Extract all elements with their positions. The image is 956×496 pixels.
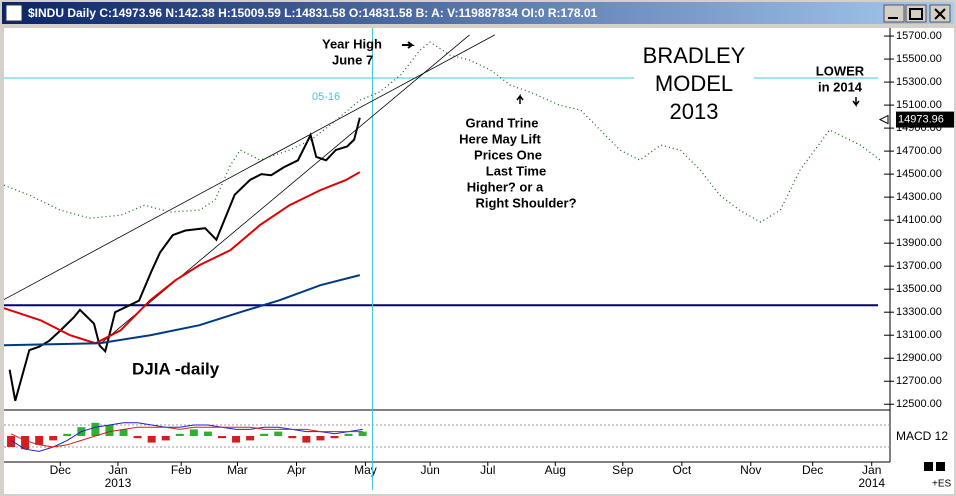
x-tick-label: Dec <box>802 463 823 477</box>
title-bar <box>2 2 954 24</box>
y-tick-label: 13900.00 <box>896 237 942 249</box>
y-tick-label: 13700.00 <box>896 260 942 272</box>
macd-bar <box>288 436 297 439</box>
macd-bar <box>330 436 339 439</box>
x-tick-label: Mar <box>227 463 248 477</box>
y-tick-label: 13500.00 <box>896 283 942 295</box>
y-tick-label: 14100.00 <box>896 214 942 226</box>
annotation: DJIA -daily <box>132 359 220 378</box>
plot-background <box>4 28 954 494</box>
y-tick-label: 14300.00 <box>896 191 942 203</box>
y-tick-label: 15700.00 <box>896 30 942 42</box>
last-price-arrow <box>878 114 889 125</box>
x-tick-label: Apr <box>287 463 306 477</box>
macd-bar <box>316 436 325 441</box>
bradley-box <box>634 42 754 128</box>
x-tick-label: Sep <box>612 463 634 477</box>
macd-bar <box>21 436 30 450</box>
year-label: 2013 <box>105 476 132 490</box>
y-tick-label: 15100.00 <box>896 99 942 111</box>
x-tick-label: Jul <box>480 463 495 477</box>
macd-bar <box>161 436 170 441</box>
macd-bar <box>232 436 241 443</box>
series-line <box>3 171 361 345</box>
macd-bar <box>35 436 44 445</box>
annotation: Year High <box>322 36 382 51</box>
macd-bar <box>63 433 72 436</box>
macd-bar <box>203 431 212 436</box>
scroll-box <box>924 462 933 471</box>
series-line <box>8 117 361 402</box>
macd-bar <box>105 425 114 436</box>
annotation: Right Shoulder? <box>475 195 576 210</box>
macd-label: MACD 12 <box>896 429 948 443</box>
macd-bar <box>274 431 283 436</box>
annotation: BRADLEY <box>643 43 746 68</box>
annotation: Grand Trine <box>466 115 539 130</box>
macd-bar <box>358 431 367 436</box>
x-tick-label: May <box>354 463 377 477</box>
macd-bar <box>91 422 100 436</box>
macd-bar <box>302 436 311 443</box>
macd-macd_line <box>10 422 363 452</box>
annotation: MODEL <box>655 71 733 96</box>
last-price-label: 14973.96 <box>898 113 944 125</box>
series-line <box>3 274 361 347</box>
last-price-box <box>896 111 954 128</box>
x-tick-label: Nov <box>740 463 761 477</box>
macd-bar <box>260 433 269 436</box>
annotation: +ES <box>932 479 952 490</box>
macd-bar <box>217 436 226 439</box>
annotation: 05-16 <box>312 91 340 103</box>
y-tick-label: 15500.00 <box>896 53 942 65</box>
x-tick-label: Jan <box>862 463 881 477</box>
annotation: June 7 <box>332 52 373 67</box>
x-tick-label: Jun <box>420 463 439 477</box>
annotation: Prices One <box>474 147 542 162</box>
x-tick-label: Dec <box>50 463 71 477</box>
annotation: in 2014 <box>818 79 863 94</box>
macd-signal_line <box>10 426 363 448</box>
minimize-button[interactable] <box>883 4 905 23</box>
arrow <box>852 97 860 108</box>
macd-bar <box>189 429 198 436</box>
annotation: Last Time <box>486 163 546 178</box>
app-icon <box>5 4 23 22</box>
y-tick-label: 12900.00 <box>896 352 942 364</box>
series-line <box>3 41 881 223</box>
annotation: Higher? or a <box>467 179 544 194</box>
macd-bar <box>7 436 16 447</box>
arrow <box>516 93 524 104</box>
arrow <box>402 41 415 49</box>
y-tick-label: 15300.00 <box>896 76 942 88</box>
macd-bar <box>119 429 128 436</box>
trendline <box>3 34 496 300</box>
window-title: $INDU Daily C:14973.96 N:142.38 H:15009.… <box>28 6 598 20</box>
macd-bar <box>49 436 58 441</box>
annotation: Here May Lift <box>459 131 541 146</box>
y-tick-label: 13300.00 <box>896 306 942 318</box>
annotation: LOWER <box>816 63 865 78</box>
year-label: 2014 <box>858 476 885 490</box>
x-tick-label: Aug <box>545 463 566 477</box>
macd-bar <box>246 436 255 441</box>
x-tick-label: Feb <box>171 463 192 477</box>
macd-bar <box>175 433 184 436</box>
macd-bar <box>133 436 142 439</box>
trendline <box>99 34 470 345</box>
macd-bar <box>344 433 353 436</box>
annotation: 2013 <box>670 99 719 124</box>
x-tick-label: Oct <box>673 463 692 477</box>
y-tick-label: 13100.00 <box>896 329 942 341</box>
button-glyphs <box>888 8 946 20</box>
scroll-box <box>936 462 945 471</box>
y-tick-label: 12700.00 <box>896 375 942 387</box>
y-tick-label: 12500.00 <box>896 398 942 410</box>
x-tick-label: Jan <box>108 463 127 477</box>
y-tick-label: 14500.00 <box>896 168 942 180</box>
y-tick-label: 14700.00 <box>896 145 942 157</box>
macd-bar <box>147 436 156 443</box>
